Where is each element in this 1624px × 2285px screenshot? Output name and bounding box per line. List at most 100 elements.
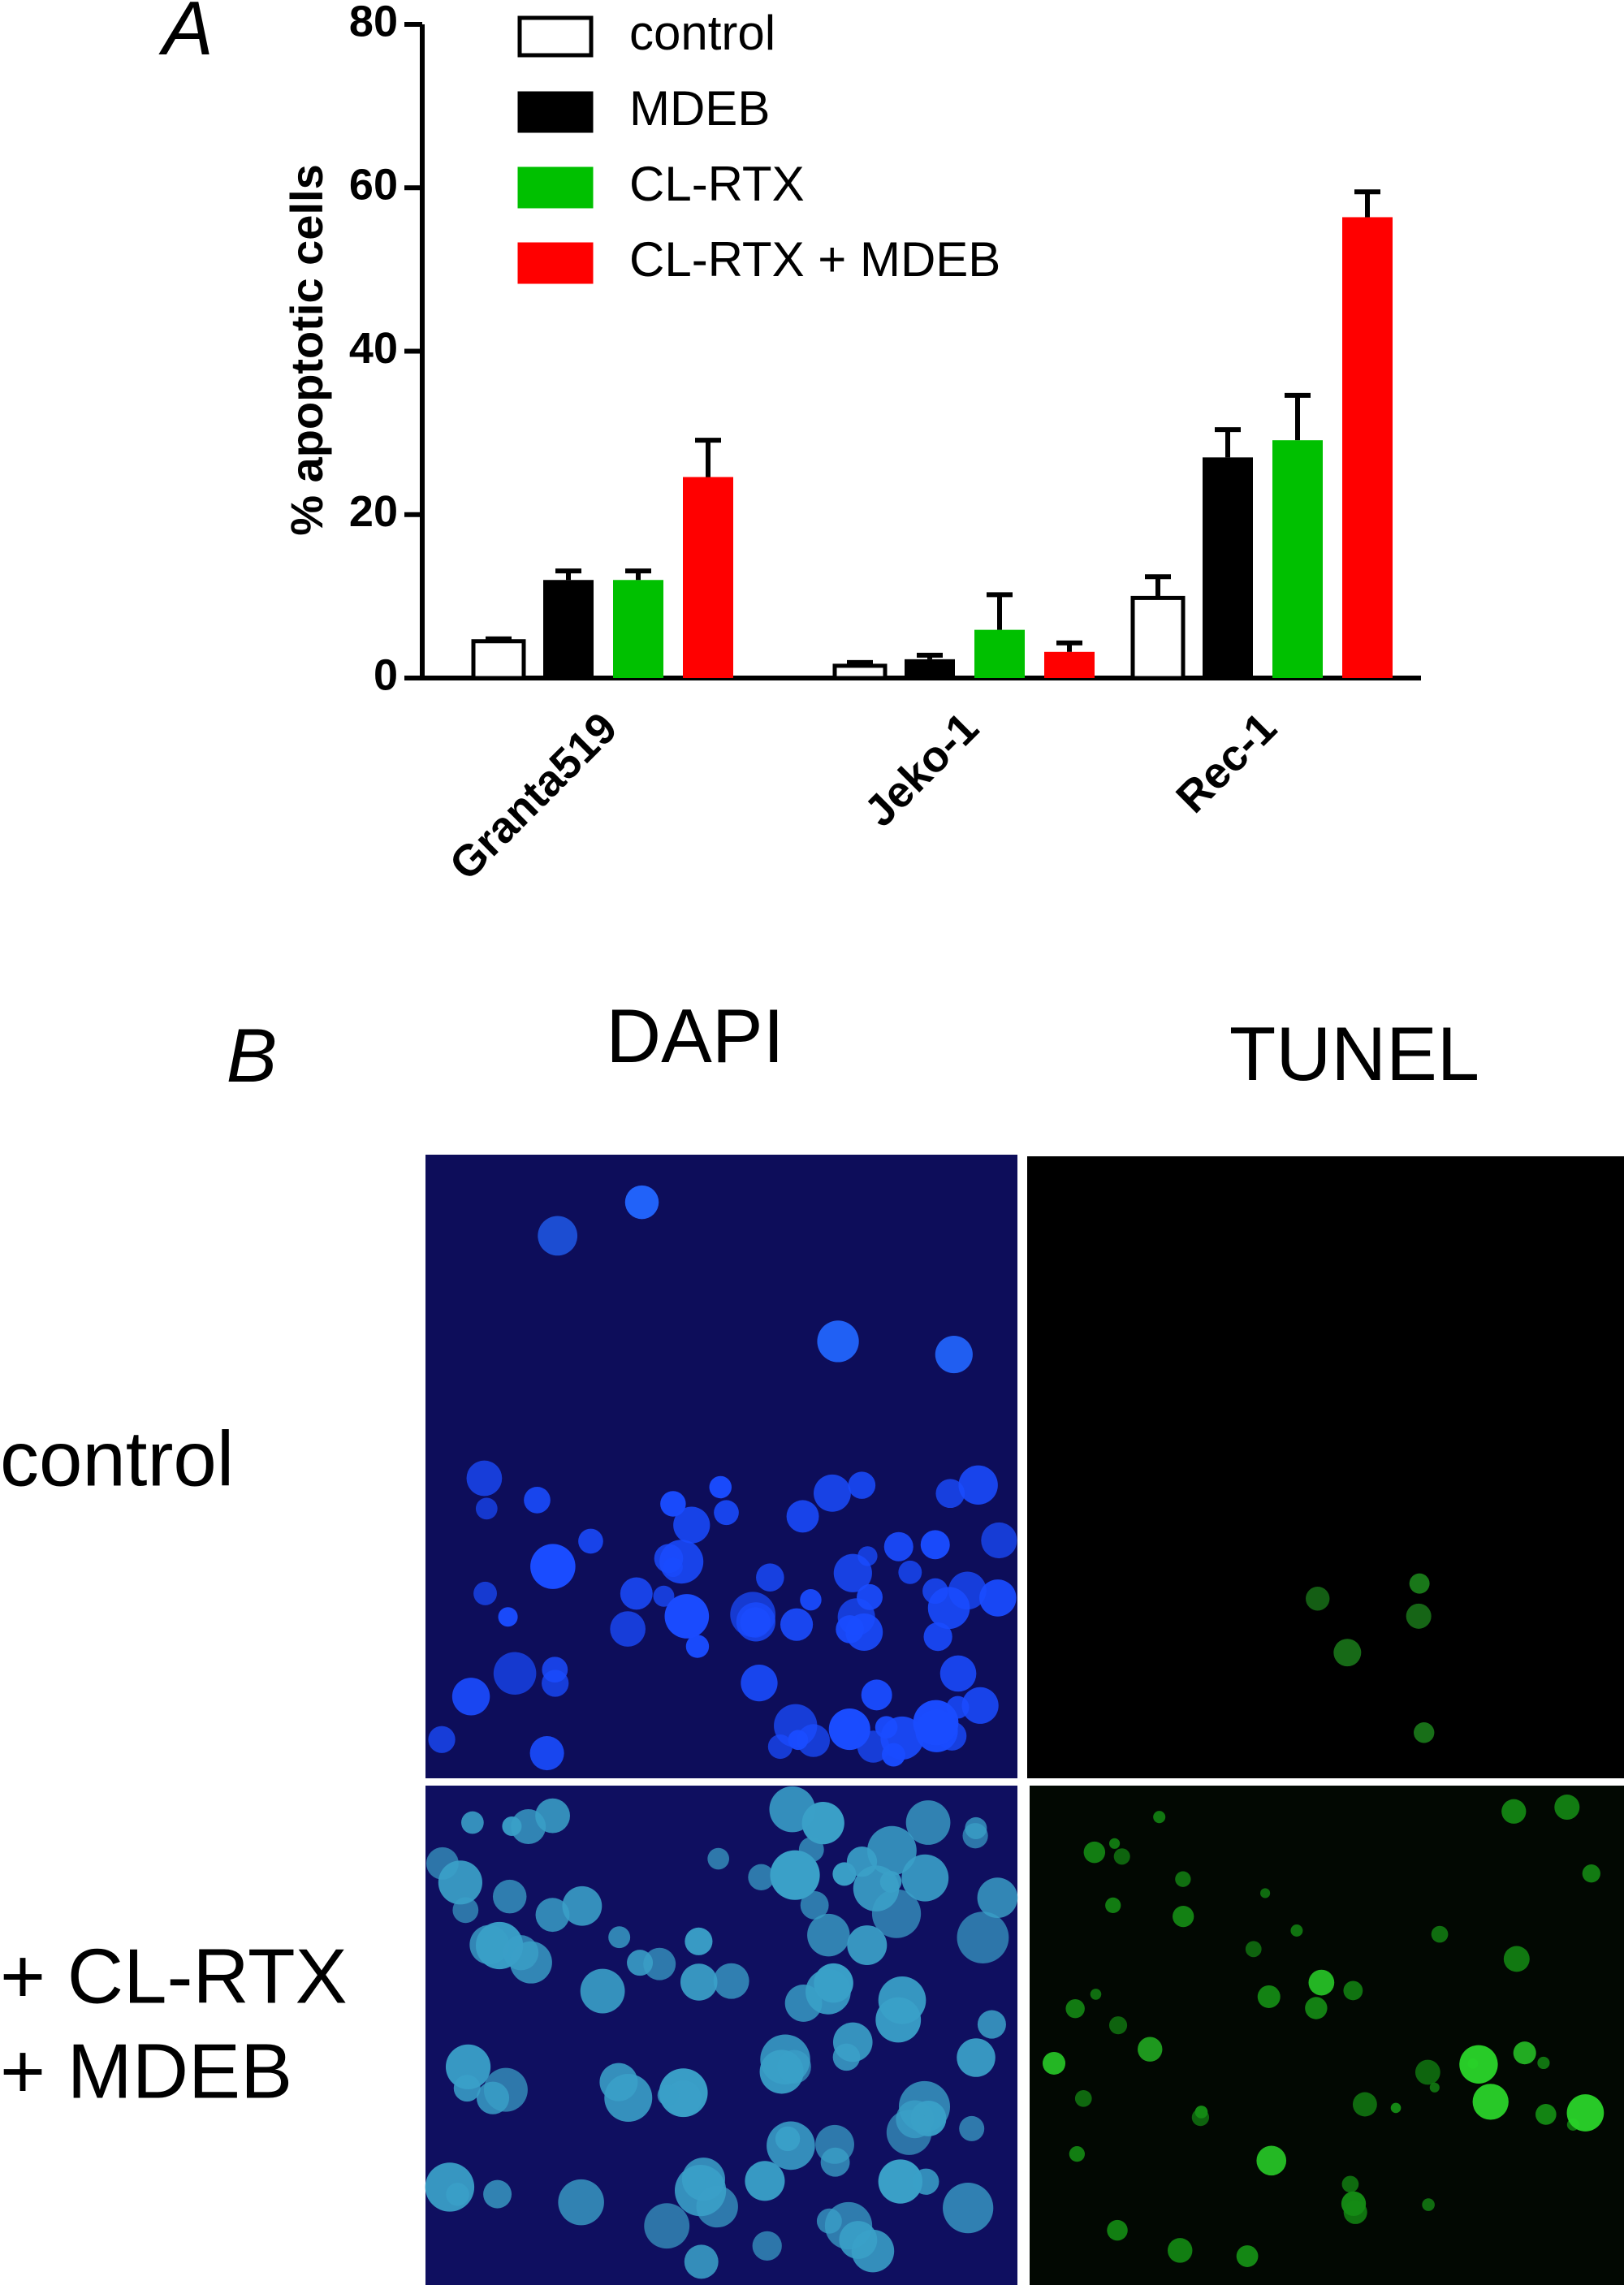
cell xyxy=(847,1925,888,1966)
cell xyxy=(624,1185,659,1220)
cell xyxy=(820,2147,850,2177)
error-bar xyxy=(1354,189,1380,218)
cell xyxy=(1260,1888,1271,1898)
bar xyxy=(613,580,663,678)
y-axis-label: % apoptotic cells xyxy=(281,164,332,535)
cell xyxy=(1413,1722,1435,1743)
cell xyxy=(756,1563,784,1592)
cell xyxy=(1138,2037,1163,2062)
error-bar xyxy=(555,568,581,581)
cell xyxy=(498,1607,518,1627)
cell xyxy=(558,2179,604,2226)
cell xyxy=(752,2231,782,2261)
cell xyxy=(817,1320,859,1363)
cell xyxy=(1431,1925,1449,1943)
cell xyxy=(913,1700,959,1746)
bar xyxy=(1203,457,1253,678)
cell xyxy=(922,1578,948,1605)
cell xyxy=(452,1897,479,1924)
cell xyxy=(957,2038,996,2077)
cell xyxy=(660,1491,686,1517)
cell xyxy=(730,1592,776,1638)
cell xyxy=(977,1877,1018,1919)
cell xyxy=(643,1947,676,1980)
cell xyxy=(529,1736,564,1771)
cell xyxy=(438,1860,482,1905)
cell xyxy=(741,1664,778,1702)
cell xyxy=(959,2115,985,2141)
cell xyxy=(1083,1841,1106,1864)
cell xyxy=(920,1530,950,1560)
cell xyxy=(833,1553,872,1592)
cell xyxy=(1409,1573,1430,1594)
cell xyxy=(935,1479,965,1509)
cell xyxy=(511,1809,546,1845)
cell xyxy=(1257,1985,1281,2009)
cell xyxy=(901,1854,949,1902)
cell xyxy=(807,1913,850,1957)
cell xyxy=(461,1811,484,1834)
cell xyxy=(1043,2051,1066,2075)
legend-swatch xyxy=(517,242,594,284)
cell xyxy=(1308,1969,1335,1996)
cell xyxy=(748,1864,775,1891)
cell xyxy=(604,2074,653,2123)
cell xyxy=(745,2161,785,2201)
cell xyxy=(1566,2094,1605,2132)
cell xyxy=(1069,2146,1085,2162)
cell xyxy=(801,1802,844,1845)
error-bar xyxy=(1145,574,1171,598)
cell xyxy=(1513,2041,1536,2065)
cell xyxy=(780,1608,814,1641)
cell xyxy=(1236,2245,1259,2267)
cell xyxy=(610,1611,646,1647)
cell xyxy=(707,1847,729,1870)
tunel-image xyxy=(1030,1786,1624,2285)
cell xyxy=(883,1531,914,1561)
cell xyxy=(1429,2082,1440,2093)
cell xyxy=(713,1963,749,1999)
cell xyxy=(1105,1897,1121,1914)
cell xyxy=(939,1655,977,1692)
cell xyxy=(1554,1795,1580,1821)
cell xyxy=(445,2044,491,2089)
cell xyxy=(466,1460,503,1497)
row-label: control xyxy=(0,1415,234,1502)
cell xyxy=(961,1687,999,1724)
cell xyxy=(1108,2016,1128,2035)
cell xyxy=(428,1726,456,1753)
cell xyxy=(510,1941,552,1984)
cell xyxy=(653,1585,675,1607)
cell xyxy=(853,1865,900,1911)
bar xyxy=(1272,440,1323,678)
cell xyxy=(1065,1998,1085,2019)
cell xyxy=(1343,1980,1363,2001)
cell xyxy=(1306,1587,1330,1611)
cell xyxy=(562,1885,603,1926)
cell xyxy=(685,1927,713,1955)
cell xyxy=(684,2244,719,2279)
cell xyxy=(538,1216,578,1256)
legend-label: CL-RTX + MDEB xyxy=(629,232,1000,287)
cell xyxy=(714,1500,739,1526)
cell xyxy=(685,1635,710,1658)
legend-label: control xyxy=(629,6,775,60)
bar xyxy=(1342,217,1393,679)
bar xyxy=(543,580,594,678)
cell xyxy=(1090,1989,1102,2000)
y-tick-label: 0 xyxy=(374,650,398,699)
cell xyxy=(620,1577,653,1610)
cell xyxy=(1503,1946,1530,1972)
cell xyxy=(1290,1924,1303,1937)
cell xyxy=(644,2203,690,2249)
cell xyxy=(923,1622,952,1652)
error-bar xyxy=(917,652,943,659)
cell xyxy=(784,1985,823,2022)
cell xyxy=(1333,1639,1362,1667)
cell xyxy=(483,2179,512,2209)
cell xyxy=(767,1734,793,1760)
cell xyxy=(578,1528,603,1554)
cell xyxy=(979,1579,1017,1617)
cell xyxy=(680,1963,718,2001)
cell xyxy=(1305,1997,1328,2019)
